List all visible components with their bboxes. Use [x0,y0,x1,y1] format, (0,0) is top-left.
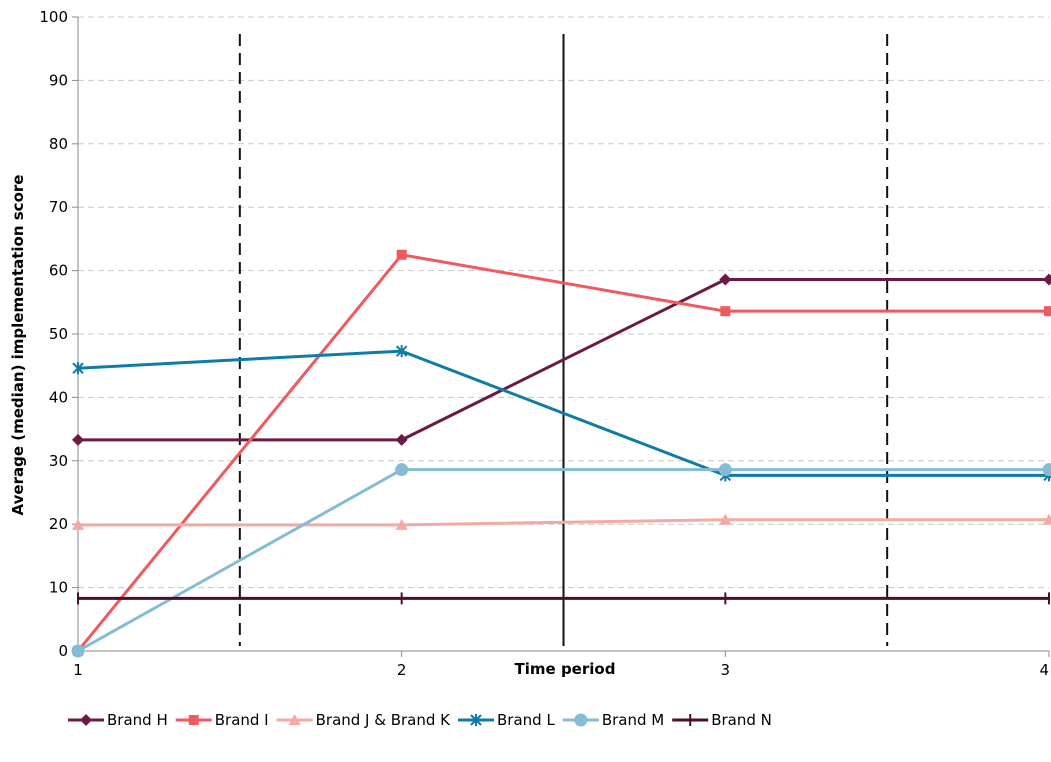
data-point [719,273,732,286]
series-group [71,249,1051,658]
legend-label: Brand J & Brand K [316,711,452,729]
data-point [719,513,732,525]
series-brand-i [73,249,1051,656]
period-dividers [238,34,889,646]
legend-label: Brand H [107,711,168,729]
series-line [76,253,1049,652]
y-tick-label: 70 [49,198,68,216]
legend-marker [188,715,199,725]
data-point [72,518,84,530]
y-tick-label: 0 [58,642,68,660]
legend-label: Brand N [711,711,772,729]
y-tick-label: 100 [39,8,68,26]
x-tick-label: 3 [721,661,731,679]
series-brand-h [72,273,1051,446]
series-line [77,349,1049,477]
data-point [71,644,85,658]
y-tick-labels: 0 10 20 30 40 50 60 70 80 90 100 [39,8,68,660]
x-tick-label: 4 [1039,661,1049,679]
y-tick-label: 90 [49,71,68,89]
data-point [718,463,732,477]
series-brand-j-brand-k [72,513,1051,530]
legend-label: Brand M [602,711,664,729]
y-tick-label: 40 [49,388,68,406]
legend-item: Brand L [458,711,555,729]
gridlines [72,16,1050,657]
series-brand-m [71,463,1051,658]
data-point [72,362,84,375]
y-tick-label: 10 [49,579,68,597]
data-point [395,518,408,530]
series-brand-n [77,592,1050,605]
data-point [1043,273,1051,286]
legend-label: Brand L [497,711,555,729]
series-line [78,518,1049,527]
axes [77,17,1049,652]
data-point [395,463,409,477]
legend-item: Brand H [68,711,168,729]
y-tick-label: 60 [49,262,68,280]
x-tick-labels: 1 2 3 4 [73,661,1049,679]
legend-item: Brand M [562,711,664,729]
data-point [72,433,84,446]
data-point [1044,306,1051,317]
legend-marker [574,713,588,727]
data-point [395,433,408,446]
y-tick-label: 50 [49,325,68,343]
x-tick-label: 1 [73,661,83,679]
x-axis-label: Time period [515,660,616,678]
legend-item: Brand J & Brand K [276,711,452,729]
legend: Brand H Brand I Brand J & Brand K Brand L Br… [68,711,772,729]
x-tick-label: 2 [397,661,407,679]
data-point [396,249,407,260]
data-point [1043,513,1051,525]
series-line [77,468,1049,653]
legend-label: Brand I [215,711,269,729]
data-point [1042,463,1051,477]
y-axis-label: Average (median) implementation score [9,175,27,516]
legend-marker [288,714,301,725]
legend-marker [80,714,92,726]
y-tick-label: 30 [49,452,68,470]
y-tick-label: 20 [49,515,68,533]
legend-marker [470,714,482,726]
data-point [720,306,731,317]
legend-item: Brand I [175,711,269,729]
data-point [395,345,408,358]
y-tick-label: 80 [49,135,68,153]
series-line [78,277,1049,442]
legend-item: Brand N [672,711,772,729]
